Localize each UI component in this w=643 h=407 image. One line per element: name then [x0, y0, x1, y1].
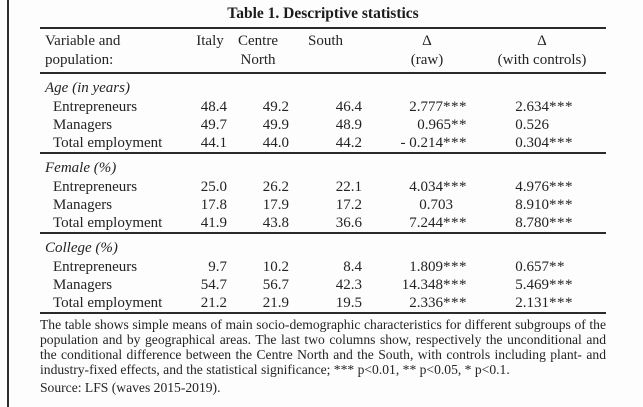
descriptive-statistics-table: Variable and population: Italy Centre No…	[40, 27, 606, 314]
cell-centre-north: 49.2	[262, 99, 289, 115]
cell-italy: 25.0	[200, 179, 227, 195]
cell-centre-north: 44.0	[262, 135, 289, 151]
cell-south: 46.4	[335, 99, 362, 115]
header-south: South	[307, 33, 343, 49]
cell-delta-controls: 2.131 ***	[515, 295, 573, 311]
cell-south: 17.2	[335, 197, 362, 213]
row-label: Managers	[53, 117, 113, 133]
header-italy: Italy	[196, 33, 224, 49]
cell-delta-controls: 0.657 **	[515, 259, 565, 275]
notes-text: The table shows simple means of main soc…	[40, 317, 606, 377]
row-label: Entrepreneurs	[53, 179, 138, 195]
table-row: Managers 49.7 49.9 48.9 0.965 ** 0.526	[40, 116, 606, 134]
cell-delta-controls: 8.780 ***	[515, 215, 573, 231]
header-variable-population: Variable and population:	[45, 33, 121, 68]
table-row: Entrepreneurs 9.7 10.2 8.4 1.809 *** 0.65…	[40, 258, 606, 276]
cell-italy: 9.7	[208, 259, 227, 275]
table-row: Entrepreneurs 48.4 49.2 46.4 2.777 *** 2.…	[40, 98, 606, 116]
cell-south: 8.4	[343, 259, 362, 275]
cell-delta-raw: 14.348 ***	[401, 277, 467, 293]
table-row: Total employment 44.1 44.0 44.2 - 0.214 *…	[40, 134, 606, 152]
table-notes: The table shows simple means of main soc…	[40, 317, 606, 395]
cell-delta-controls: 0.304 ***	[515, 135, 573, 151]
cell-italy: 41.9	[200, 215, 227, 231]
cell-italy: 17.8	[200, 197, 227, 213]
header-delta-raw: Δ (raw)	[410, 33, 444, 68]
cell-centre-north: 26.2	[262, 179, 289, 195]
cell-delta-raw: 0.965 **	[417, 117, 467, 133]
cell-delta-controls: 0.526	[515, 117, 549, 133]
section-title: College (%)	[45, 240, 118, 256]
cell-delta-raw: 7.244 ***	[409, 215, 467, 231]
header-centre-north: Centre North	[238, 33, 278, 68]
cell-delta-raw: 4.034 ***	[409, 179, 467, 195]
cell-delta-controls: 4.976 ***	[515, 179, 573, 195]
row-label: Total employment	[53, 295, 163, 311]
table-title: Table 1. Descriptive statistics	[227, 5, 419, 22]
cell-delta-raw: - 0.214 ***	[400, 135, 467, 151]
row-label: Entrepreneurs	[53, 99, 138, 115]
row-label: Entrepreneurs	[53, 259, 138, 275]
cell-centre-north: 17.9	[262, 197, 289, 213]
cell-delta-controls: 5.469 ***	[515, 277, 573, 293]
cell-south: 48.9	[335, 117, 362, 133]
cell-delta-raw: 2.777 ***	[409, 99, 467, 115]
row-label: Total employment	[53, 135, 163, 151]
cell-centre-north: 21.9	[262, 295, 289, 311]
cell-south: 44.2	[335, 135, 362, 151]
table-row: Total employment 41.9 43.8 36.6 7.244 ***…	[40, 214, 606, 232]
cell-south: 36.6	[335, 215, 362, 231]
cell-south: 22.1	[335, 179, 362, 195]
section-female: Female (%) Entrepreneurs 25.0 26.2 22.1 …	[40, 154, 606, 234]
cell-italy: 49.7	[200, 117, 227, 133]
cell-italy: 44.1	[200, 135, 227, 151]
section-college: College (%) Entrepreneurs 9.7 10.2 8.4 1…	[40, 234, 606, 314]
row-label: Managers	[53, 277, 113, 293]
header-delta-with-controls: Δ (with controls)	[497, 33, 587, 68]
cell-centre-north: 43.8	[262, 215, 289, 231]
page-edge-artifact	[7, 0, 9, 407]
cell-italy: 48.4	[200, 99, 227, 115]
cell-delta-controls: 2.634 ***	[515, 99, 573, 115]
table-row: Managers 17.8 17.9 17.2 0.703 8.910 ***	[40, 196, 606, 214]
cell-delta-controls: 8.910 ***	[515, 197, 573, 213]
section-title: Female (%)	[45, 160, 117, 176]
cell-delta-raw: 1.809 ***	[409, 259, 467, 275]
cell-centre-north: 10.2	[262, 259, 289, 275]
row-label: Managers	[53, 197, 113, 213]
cell-south: 42.3	[335, 277, 362, 293]
cell-centre-north: 49.9	[262, 117, 289, 133]
row-label: Total employment	[53, 215, 163, 231]
source-text: Source: LFS (waves 2015-2019).	[40, 380, 221, 395]
table-header-row: Variable and population: Italy Centre No…	[40, 29, 606, 74]
cell-delta-raw: 2.336 ***	[409, 295, 467, 311]
cell-centre-north: 56.7	[262, 277, 289, 293]
table-row: Entrepreneurs 25.0 26.2 22.1 4.034 *** 4.…	[40, 178, 606, 196]
cell-italy: 21.2	[200, 295, 227, 311]
cell-south: 19.5	[335, 295, 362, 311]
section-title: Age (in years)	[45, 80, 130, 96]
cell-delta-raw: 0.703	[419, 197, 453, 213]
section-age: Age (in years) Entrepreneurs 48.4 49.2 4…	[40, 74, 606, 154]
table-row: Managers 54.7 56.7 42.3 14.348 *** 5.469 *…	[40, 276, 606, 294]
cell-italy: 54.7	[200, 277, 227, 293]
table-row: Total employment 21.2 21.9 19.5 2.336 ***…	[40, 294, 606, 312]
